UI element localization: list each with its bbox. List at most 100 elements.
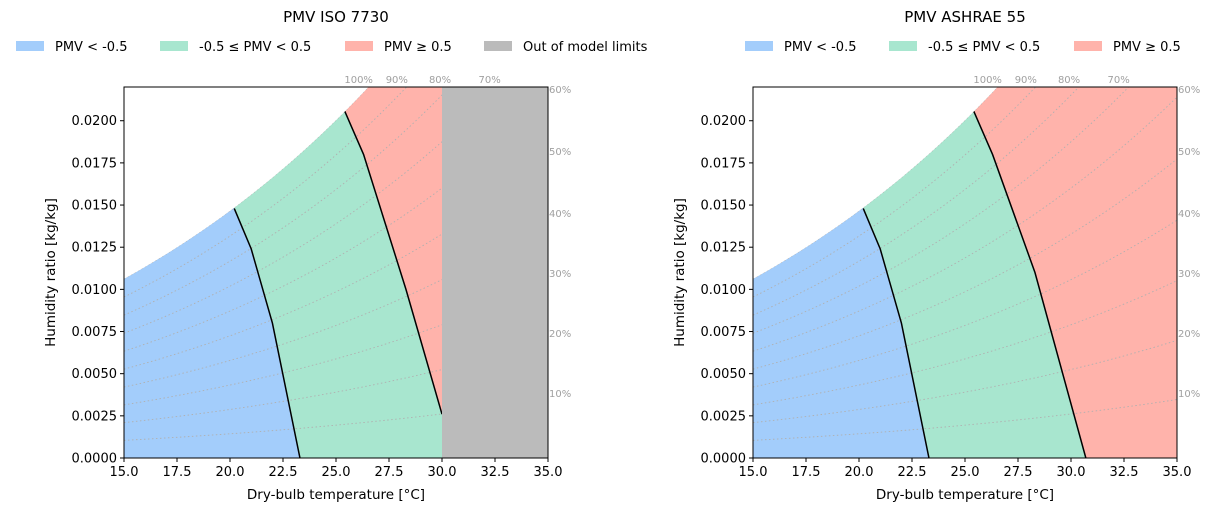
boundary-line-2 xyxy=(972,110,1087,458)
x-tick-label: 27.5 xyxy=(375,465,404,480)
x-tick-label: 27.5 xyxy=(1004,465,1033,480)
rh-label-40: 40% xyxy=(1178,209,1200,220)
x-tick-label: 25.0 xyxy=(951,465,980,480)
legend-swatch-out_of_limits xyxy=(484,41,512,51)
y-tick-label: 0.0025 xyxy=(701,409,747,424)
region-warm xyxy=(973,87,1177,458)
rh-curve-90 xyxy=(124,87,408,298)
saturation-mask xyxy=(124,87,369,279)
rh-label-20: 20% xyxy=(549,329,571,340)
x-tick-label: 30.0 xyxy=(428,465,457,480)
y-tick-label: 0.0200 xyxy=(701,114,747,129)
rh-curve-30 xyxy=(124,280,548,406)
boundary-line-2 xyxy=(343,110,443,415)
legend: PMV < -0.5 -0.5 ≤ PMV < 0.5 PMV ≥ 0.5 xyxy=(745,40,1181,55)
rh-curve-50 xyxy=(753,158,1177,370)
rh-label-10: 10% xyxy=(1178,389,1200,400)
legend-swatch-neutral xyxy=(889,41,917,51)
saturation-mask xyxy=(753,87,998,279)
x-tick-label: 17.5 xyxy=(163,465,192,480)
rh-label-40: 40% xyxy=(549,209,571,220)
rh-curve-10 xyxy=(753,399,1177,441)
y-tick-label: 0.0000 xyxy=(72,452,118,467)
y-axis-label: Humidity ratio [kg/kg] xyxy=(43,198,59,347)
legend-label-warm: PMV ≥ 0.5 xyxy=(1113,40,1181,55)
legend-swatch-neutral xyxy=(160,41,188,51)
y-tick-label: 0.0150 xyxy=(72,199,118,214)
rh-curve-60 xyxy=(753,96,1177,352)
rh-label-50: 50% xyxy=(549,147,571,158)
y-tick-label: 0.0075 xyxy=(701,325,747,340)
x-axis-label: Dry-bulb temperature [°C] xyxy=(876,487,1054,503)
y-tick-label: 0.0125 xyxy=(72,241,118,256)
y-tick-label: 0.0175 xyxy=(701,156,747,171)
plot-area xyxy=(753,87,1177,458)
y-tick-label: 0.0000 xyxy=(701,452,747,467)
region-cold xyxy=(753,207,929,458)
x-tick-label: 22.5 xyxy=(269,465,298,480)
rh-label-50: 50% xyxy=(1178,147,1200,158)
rh-label-90: 90% xyxy=(386,75,408,86)
y-tick-label: 0.0125 xyxy=(701,241,747,256)
y-tick-label: 0.0025 xyxy=(72,409,118,424)
legend-label-warm: PMV ≥ 0.5 xyxy=(384,40,452,55)
plot-area xyxy=(124,87,548,458)
y-tick-label: 0.0050 xyxy=(72,367,118,382)
rh-label-100: 100% xyxy=(973,75,1002,86)
x-tick-label: 22.5 xyxy=(898,465,927,480)
x-tick-label: 32.5 xyxy=(1110,465,1139,480)
x-tick-label: 25.0 xyxy=(322,465,351,480)
legend-label-neutral: -0.5 ≤ PMV < 0.5 xyxy=(199,40,311,55)
x-tick-label: 30.0 xyxy=(1057,465,1086,480)
rh-label-70: 70% xyxy=(479,75,501,86)
rh-label-80: 80% xyxy=(1058,75,1080,86)
rh-label-100: 100% xyxy=(344,75,373,86)
boundary-line-1 xyxy=(862,208,930,458)
legend-label-cold: PMV < -0.5 xyxy=(784,40,856,55)
rh-label-30: 30% xyxy=(549,269,571,280)
x-tick-label: 32.5 xyxy=(481,465,510,480)
rh-curve-30 xyxy=(753,280,1177,406)
y-tick-label: 0.0150 xyxy=(701,199,747,214)
y-tick-label: 0.0100 xyxy=(701,283,747,298)
rh-label-90: 90% xyxy=(1015,75,1037,86)
y-tick-label: 0.0050 xyxy=(701,367,747,382)
legend-label-cold: PMV < -0.5 xyxy=(55,40,127,55)
region-cold xyxy=(124,207,300,458)
y-axis-label: Humidity ratio [kg/kg] xyxy=(672,198,688,347)
rh-curve-10 xyxy=(124,399,548,441)
chart-1: 100% 90% 80% 70% 60% 50% 40% 30% 20% 10% 15.0 17.5 2… xyxy=(16,8,648,503)
chart-title: PMV ASHRAE 55 xyxy=(904,8,1026,26)
chart-2: 100% 90% 80% 70% 60% 50% 40% 30% 20% 10% 15.0 17.5 2… xyxy=(672,8,1200,503)
legend-swatch-cold xyxy=(16,41,44,51)
legend-label-neutral: -0.5 ≤ PMV < 0.5 xyxy=(928,40,1040,55)
x-tick-label: 20.0 xyxy=(216,465,245,480)
x-tick-label: 35.0 xyxy=(1163,465,1192,480)
boundary-line-1 xyxy=(233,208,301,458)
x-axis-label: Dry-bulb temperature [°C] xyxy=(247,487,425,503)
x-tick-label: 35.0 xyxy=(534,465,563,480)
region-warm xyxy=(344,87,442,415)
x-tick-label: 20.0 xyxy=(845,465,874,480)
legend: PMV < -0.5 -0.5 ≤ PMV < 0.5 PMV ≥ 0.5 Out o… xyxy=(16,40,648,55)
rh-curve-90 xyxy=(753,87,1037,298)
y-tick-label: 0.0100 xyxy=(72,283,118,298)
y-tick-label: 0.0200 xyxy=(72,114,118,129)
y-tick-label: 0.0075 xyxy=(72,325,118,340)
rh-label-10: 10% xyxy=(549,389,571,400)
x-tick-label: 15.0 xyxy=(739,465,768,480)
rh-curve-60 xyxy=(124,96,548,352)
chart-title: PMV ISO 7730 xyxy=(283,8,389,26)
region-neutral xyxy=(234,110,442,458)
x-tick-label: 17.5 xyxy=(792,465,821,480)
rh-label-70: 70% xyxy=(1108,75,1130,86)
rh-label-20: 20% xyxy=(1178,329,1200,340)
legend-swatch-cold xyxy=(745,41,773,51)
rh-label-60: 60% xyxy=(549,85,571,96)
rh-label-30: 30% xyxy=(1178,269,1200,280)
rh-label-60: 60% xyxy=(1178,85,1200,96)
y-tick-label: 0.0175 xyxy=(72,156,118,171)
legend-swatch-warm xyxy=(345,41,373,51)
